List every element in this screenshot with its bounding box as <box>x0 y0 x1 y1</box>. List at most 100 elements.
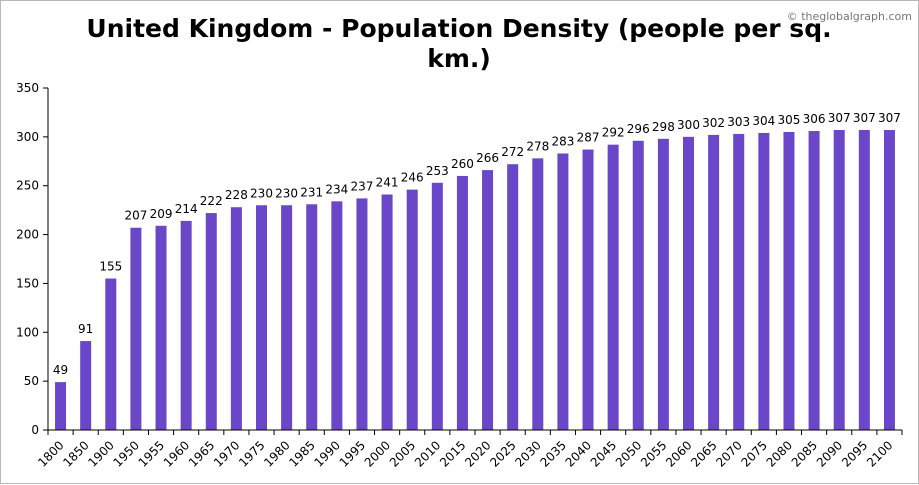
data-label-2080: 305 <box>778 113 801 127</box>
x-tick-label-2020: 2020 <box>462 438 493 469</box>
bar-1900 <box>105 278 117 430</box>
bar-1965 <box>205 213 217 430</box>
bar-2035 <box>557 153 569 430</box>
x-tick-label-2095: 2095 <box>839 438 870 469</box>
data-label-1995: 237 <box>351 179 374 193</box>
x-tick-label-2010: 2010 <box>412 438 443 469</box>
x-tick-label-1955: 1955 <box>136 438 167 469</box>
bar-2055 <box>657 138 669 430</box>
data-label-2010: 253 <box>426 164 449 178</box>
bar-2080 <box>783 131 795 430</box>
y-tick-label: 350 <box>16 81 39 95</box>
x-tick-label-2045: 2045 <box>588 438 619 469</box>
data-label-2020: 266 <box>476 151 499 165</box>
data-label-2065: 302 <box>702 116 725 130</box>
data-label-2000: 241 <box>376 176 399 190</box>
y-tick-label: 150 <box>16 276 39 290</box>
bar-2065 <box>708 134 720 430</box>
data-label-2095: 307 <box>853 111 876 125</box>
x-tick-label-1975: 1975 <box>236 438 267 469</box>
data-label-2030: 278 <box>526 139 549 153</box>
bar-1970 <box>230 207 242 430</box>
x-tick-label-2000: 2000 <box>362 438 393 469</box>
y-axis: 0 50 100 150 200 250 300 350 <box>16 81 49 437</box>
y-tick-label: 250 <box>16 179 39 193</box>
x-tick-label-2035: 2035 <box>538 438 569 469</box>
x-tick-label-2080: 2080 <box>764 438 795 469</box>
bars <box>55 130 895 430</box>
y-tick-label: 50 <box>24 374 39 388</box>
data-label-1980: 230 <box>275 186 298 200</box>
bar-1975 <box>256 205 267 430</box>
x-tick-label-2070: 2070 <box>713 438 744 469</box>
x-tick-label-1985: 1985 <box>286 438 317 469</box>
bar-1955 <box>155 225 167 430</box>
bar-1960 <box>180 220 192 430</box>
data-label-1965: 222 <box>200 194 223 208</box>
data-label-2100: 307 <box>878 111 901 125</box>
bar-2000 <box>381 194 393 430</box>
x-tick-label-2055: 2055 <box>638 438 669 469</box>
data-label-2090: 307 <box>828 111 851 125</box>
data-label-2050: 296 <box>627 122 650 136</box>
bar-2075 <box>758 132 770 430</box>
bar-2095 <box>858 130 870 430</box>
y-tick-label: 100 <box>16 325 39 339</box>
data-label-2070: 303 <box>727 115 750 129</box>
data-label-1900: 155 <box>99 260 122 274</box>
data-label-2075: 304 <box>752 114 775 128</box>
bar-2100 <box>883 130 895 430</box>
data-label-1850: 91 <box>78 322 93 336</box>
data-label-2045: 292 <box>602 126 625 140</box>
x-tick-label-2005: 2005 <box>387 438 418 469</box>
x-tick-label-1980: 1980 <box>261 438 292 469</box>
data-label-1955: 209 <box>150 207 173 221</box>
x-tick-label-1800: 1800 <box>35 438 66 469</box>
y-tick-label: 300 <box>16 130 39 144</box>
data-label-1990: 234 <box>325 182 348 196</box>
y-tick-label: 200 <box>16 228 39 242</box>
bar-2015 <box>456 175 468 430</box>
x-tick-label-1990: 1990 <box>311 438 342 469</box>
bar-2060 <box>683 136 694 430</box>
x-tick-label-2090: 2090 <box>814 438 845 469</box>
y-tick-label: 0 <box>31 423 39 437</box>
x-tick-label-2060: 2060 <box>663 438 694 469</box>
x-tick-label-1995: 1995 <box>337 438 368 469</box>
bar-2045 <box>607 144 619 430</box>
x-tick-label-1960: 1960 <box>161 438 192 469</box>
x-tick-label-2030: 2030 <box>512 438 543 469</box>
x-tick-label-1900: 1900 <box>85 438 116 469</box>
data-label-1950: 207 <box>124 209 147 223</box>
data-label-1985: 231 <box>300 185 323 199</box>
bar-2005 <box>406 189 418 430</box>
x-tick-label-2065: 2065 <box>688 438 719 469</box>
x-tick-label-2085: 2085 <box>789 438 820 469</box>
data-label-2055: 298 <box>652 120 675 134</box>
chart-title-line-1: United Kingdom - Population Density (peo… <box>86 14 831 43</box>
bar-1850 <box>80 341 92 430</box>
watermark: © theglobalgraph.com <box>787 10 912 23</box>
data-label-2060: 300 <box>677 118 700 132</box>
x-tick-label-2075: 2075 <box>738 438 769 469</box>
bar-1980 <box>281 205 293 430</box>
x-tick-label-1850: 1850 <box>60 438 91 469</box>
chart-title-line-2: km.) <box>427 44 491 73</box>
bar-2010 <box>431 182 443 430</box>
bar-1995 <box>356 198 368 430</box>
bar-2025 <box>507 164 519 430</box>
data-label-1800: 49 <box>53 363 68 377</box>
bar-2070 <box>733 133 745 430</box>
bar-1800 <box>55 382 67 430</box>
bar-2030 <box>532 158 544 430</box>
data-label-2040: 287 <box>577 131 600 145</box>
bar-1990 <box>331 201 343 430</box>
x-tick-label-1965: 1965 <box>186 438 217 469</box>
data-label-1970: 228 <box>225 188 248 202</box>
data-label-2035: 283 <box>551 134 574 148</box>
x-tick-label-2100: 2100 <box>864 438 895 469</box>
bar-1985 <box>306 204 318 430</box>
